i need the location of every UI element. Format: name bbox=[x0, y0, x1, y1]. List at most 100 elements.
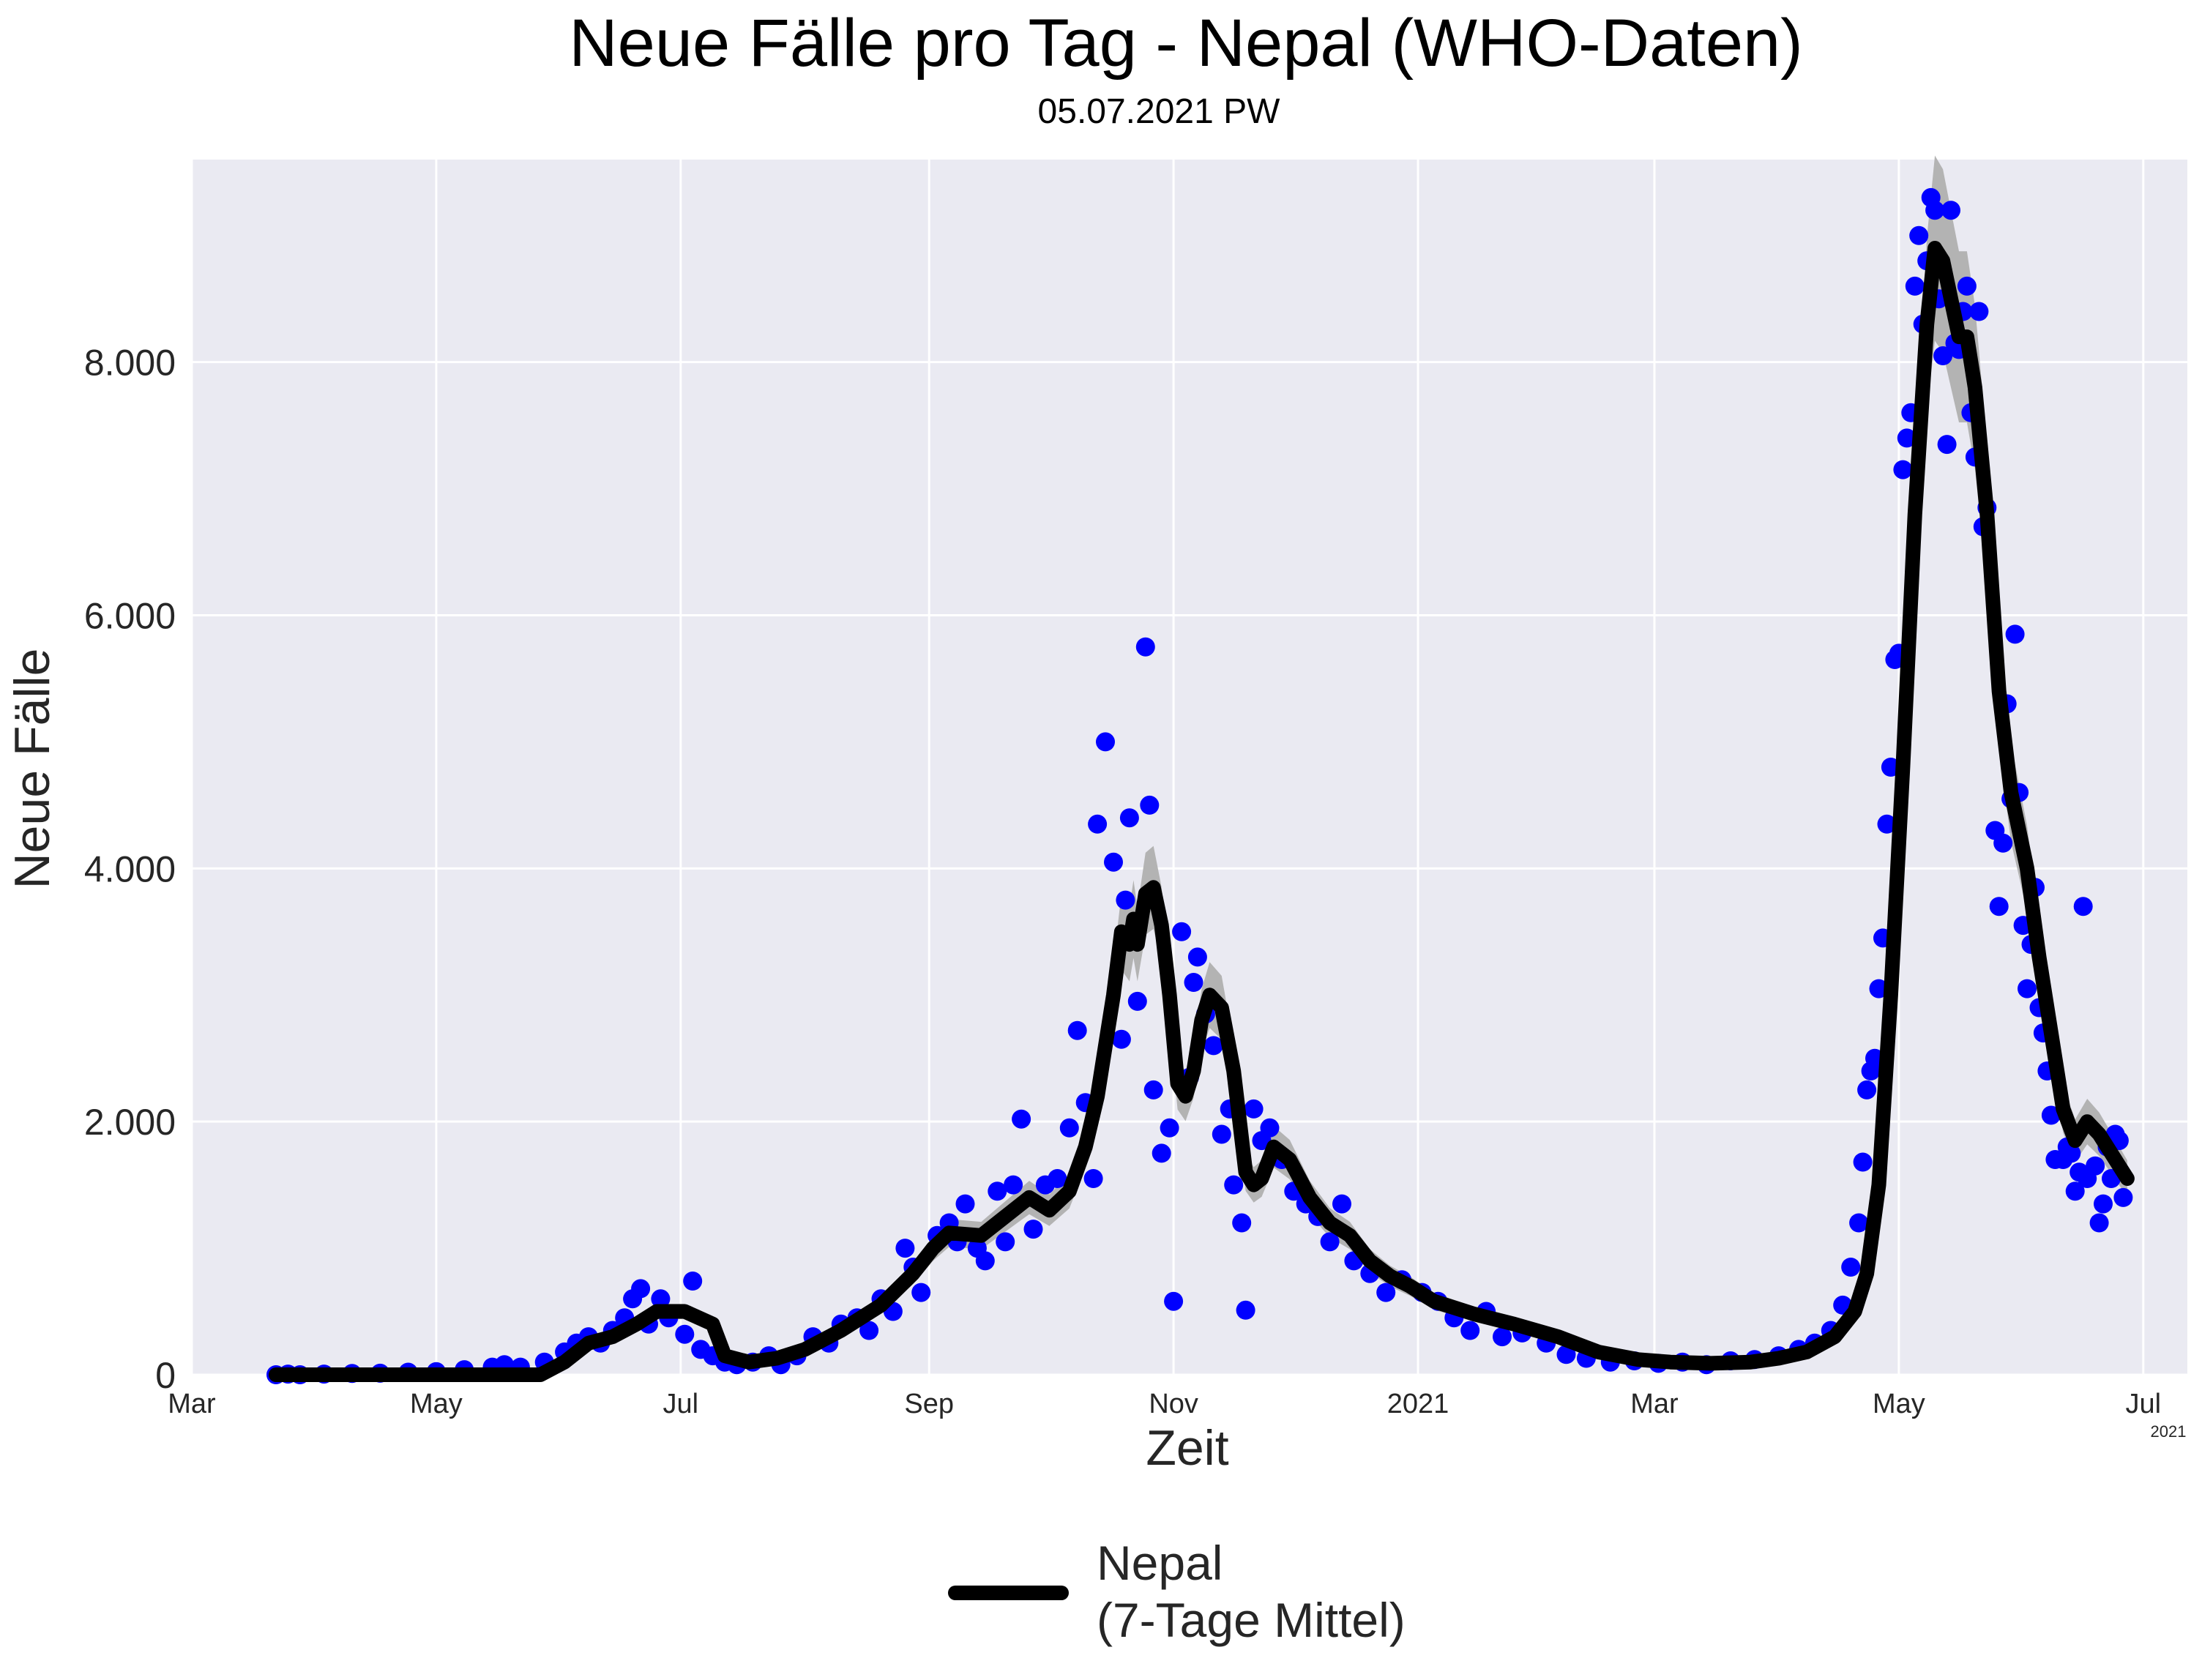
data-point bbox=[1332, 1194, 1351, 1214]
data-point bbox=[651, 1289, 671, 1309]
data-point bbox=[1493, 1327, 1512, 1347]
x-tick-label: Nov bbox=[1149, 1389, 1198, 1419]
data-point bbox=[1849, 1213, 1869, 1233]
data-point bbox=[2018, 979, 2037, 998]
data-point bbox=[1869, 979, 1889, 998]
data-point bbox=[1160, 1118, 1179, 1138]
data-point bbox=[859, 1321, 879, 1340]
data-point bbox=[1937, 435, 1957, 455]
data-point bbox=[1172, 922, 1192, 941]
data-point bbox=[996, 1232, 1015, 1252]
data-point bbox=[1088, 814, 1108, 834]
data-point bbox=[1184, 973, 1203, 992]
data-point bbox=[1083, 1169, 1103, 1188]
grid bbox=[190, 160, 2187, 1376]
data-point bbox=[1236, 1300, 1255, 1320]
data-point bbox=[1164, 1291, 1184, 1311]
x-tick-label: Jul bbox=[663, 1389, 699, 1419]
data-point bbox=[2089, 1213, 2109, 1233]
data-point bbox=[1187, 947, 1207, 967]
data-point bbox=[1203, 1036, 1223, 1056]
data-point bbox=[1212, 1124, 1231, 1144]
data-point bbox=[1119, 808, 1139, 828]
data-point bbox=[988, 1181, 1007, 1201]
data-point bbox=[1232, 1213, 1252, 1233]
data-point bbox=[1877, 814, 1897, 834]
chart-title: Neue Fälle pro Tag - Nepal (WHO-Daten) bbox=[569, 6, 1803, 81]
x-tick-label: 2021 bbox=[1387, 1389, 1449, 1419]
data-point bbox=[1893, 460, 1913, 479]
x-tick-label: Jul bbox=[2125, 1389, 2161, 1419]
y-tick-label: 0 bbox=[155, 1355, 176, 1396]
data-point bbox=[1320, 1232, 1340, 1252]
data-point bbox=[975, 1251, 995, 1271]
data-point bbox=[2041, 1105, 2061, 1125]
chart-subtitle: 05.07.2021 PW bbox=[1038, 92, 1281, 131]
data-point bbox=[1127, 991, 1147, 1011]
data-point bbox=[1048, 1169, 1067, 1188]
data-point bbox=[955, 1194, 975, 1214]
y-tick-label: 8.000 bbox=[84, 343, 176, 384]
data-point bbox=[1841, 1258, 1861, 1277]
x-axis-label: Zeit bbox=[1146, 1420, 1228, 1476]
x-tick-label: Sep bbox=[904, 1389, 954, 1419]
data-point bbox=[1023, 1220, 1043, 1239]
data-point bbox=[1260, 1118, 1280, 1138]
data-point bbox=[1059, 1118, 1079, 1138]
data-point bbox=[675, 1324, 695, 1344]
data-point bbox=[1957, 276, 1977, 296]
series-line-path bbox=[269, 241, 2135, 1382]
data-point bbox=[1244, 1099, 1264, 1119]
data-point bbox=[1143, 1080, 1163, 1100]
data-point bbox=[911, 1283, 931, 1302]
y-axis-ticks: 0 2.000 4.000 6.000 8.000 bbox=[84, 343, 176, 1396]
data-point bbox=[1857, 1080, 1877, 1100]
legend-label-line-1: Nepal bbox=[1097, 1536, 1223, 1590]
x-offset-label: 2021 bbox=[2151, 1422, 2187, 1441]
data-point bbox=[2061, 1143, 2081, 1163]
y-axis-label: Neue Fälle bbox=[4, 649, 60, 889]
data-point bbox=[1067, 1020, 1087, 1040]
data-point bbox=[2005, 624, 2025, 644]
data-point bbox=[1116, 890, 1135, 910]
data-point bbox=[2073, 897, 2093, 916]
x-axis-ticks: Mar May Jul Sep Nov 2021 Mar May Jul bbox=[168, 1389, 2161, 1419]
data-point bbox=[1925, 201, 1945, 220]
data-point bbox=[1909, 225, 1929, 245]
data-point bbox=[1905, 276, 1925, 296]
data-point bbox=[1993, 833, 2013, 853]
data-point bbox=[1989, 897, 2009, 916]
data-point bbox=[2113, 1187, 2133, 1207]
data-point bbox=[1135, 637, 1155, 657]
data-point bbox=[1853, 1152, 1873, 1172]
x-tick-label: Mar bbox=[1630, 1389, 1679, 1419]
y-tick-label: 4.000 bbox=[84, 848, 176, 889]
data-point bbox=[2086, 1156, 2105, 1176]
series-line bbox=[269, 241, 2135, 1382]
data-point bbox=[895, 1239, 915, 1258]
legend: Nepal (7-Tage Mittel) bbox=[948, 1536, 1406, 1647]
data-point bbox=[1012, 1109, 1031, 1129]
data-point bbox=[1152, 1143, 1171, 1163]
data-point bbox=[683, 1272, 703, 1291]
data-point bbox=[2094, 1194, 2113, 1214]
x-tick-label: May bbox=[410, 1389, 463, 1419]
data-point bbox=[1556, 1345, 1576, 1364]
data-point bbox=[1140, 795, 1160, 815]
data-point bbox=[1104, 852, 1123, 872]
x-tick-label: May bbox=[1873, 1389, 1925, 1419]
y-tick-label: 6.000 bbox=[84, 596, 176, 637]
data-point bbox=[1460, 1321, 1480, 1340]
data-point bbox=[1969, 302, 1989, 321]
y-tick-label: 2.000 bbox=[84, 1102, 176, 1143]
data-point bbox=[1941, 201, 1960, 220]
data-point bbox=[1897, 428, 1917, 448]
data-point bbox=[1224, 1175, 1244, 1195]
data-point bbox=[1933, 346, 1953, 365]
data-point bbox=[1096, 732, 1115, 752]
data-point bbox=[2065, 1181, 2085, 1201]
legend-label-line-2: (7-Tage Mittel) bbox=[1097, 1593, 1406, 1647]
data-point bbox=[1004, 1175, 1023, 1195]
x-tick-label: Mar bbox=[168, 1389, 216, 1419]
